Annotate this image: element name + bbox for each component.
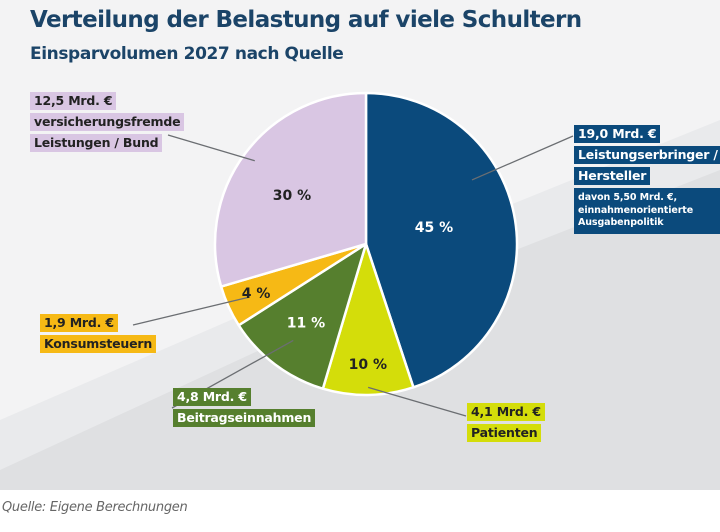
percent-label-leistungserbringer: 45 % [415, 220, 453, 236]
chart-title: Verteilung der Belastung auf viele Schul… [30, 7, 582, 33]
amount-label: 4,1 Mrd. € [467, 403, 545, 421]
chart-subtitle: Einsparvolumen 2027 nach Quelle [30, 44, 344, 64]
label-versicherungsfremde: 12,5 Mrd. € versicherungsfremde Leistung… [30, 92, 185, 155]
pie-slice-patienten [321, 242, 415, 397]
label-leistungserbringer: 19,0 Mrd. € Leistungserbringer / Herstel… [574, 125, 720, 234]
pie-slice-leistungserbringer [364, 91, 519, 389]
category-label: Leistungen / Bund [30, 134, 163, 152]
label-patienten: 4,1 Mrd. € Patienten [467, 403, 545, 445]
percent-label-beitragseinnahmen: 11 % [287, 316, 325, 332]
category-label: Leistungserbringer / [574, 146, 720, 164]
pie-slices [213, 91, 519, 397]
note-line: Ausgabenpolitik [578, 217, 664, 228]
leader-line-patienten [367, 386, 467, 417]
label-konsumsteuern: 1,9 Mrd. € Konsumsteuern [40, 314, 157, 356]
pie-slice-versicherungsfremde [213, 91, 368, 288]
amount-label: 1,9 Mrd. € [40, 314, 118, 332]
category-label: versicherungsfremde [30, 113, 185, 131]
note-line: davon 5,50 Mrd. €, [578, 192, 678, 203]
category-label: Patienten [467, 424, 542, 442]
percent-label-versicherungsfremde: 30 % [273, 188, 311, 204]
leader-line-versicherungsfremde [167, 134, 255, 162]
note-line: einnahmenorientierte [578, 204, 694, 216]
leader-line-leistungserbringer [471, 135, 574, 181]
category-label: Hersteller [574, 167, 651, 185]
percent-labels: 45 % 10 % 11 % 4 % 30 % [242, 188, 453, 373]
category-label: Beitragseinnahmen [173, 409, 316, 427]
leader-line-konsumsteuern [132, 296, 250, 326]
label-beitragseinnahmen: 4,8 Mrd. € Beitragseinnahmen [173, 388, 316, 430]
pie-chart: 45 % 10 % 11 % 4 % 30 % [132, 91, 574, 417]
amount-label: 12,5 Mrd. € [30, 92, 117, 110]
percent-label-konsumsteuern: 4 % [242, 286, 271, 302]
category-label: Konsumsteuern [40, 335, 157, 353]
source-note: Quelle: Eigene Berechnungen [2, 500, 188, 515]
amount-label: 19,0 Mrd. € [574, 125, 661, 143]
amount-label: 4,8 Mrd. € [173, 388, 251, 406]
note-label: davon 5,50 Mrd. €, einnahmenorientierte … [574, 188, 720, 234]
percent-label-patienten: 10 % [349, 357, 387, 373]
